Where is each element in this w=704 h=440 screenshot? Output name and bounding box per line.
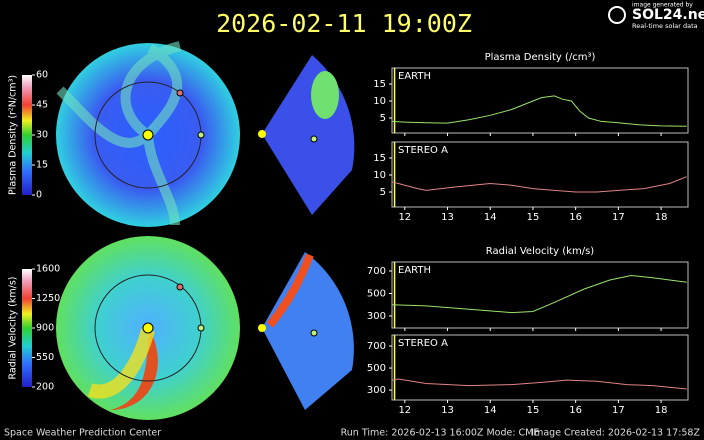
- colorbar-tick-label: 550: [36, 352, 54, 363]
- colorbar-tick-label: 1600: [36, 264, 60, 275]
- footer-middle: Run Time: 2026-02-13 16:00Z Mode: CME: [341, 428, 540, 439]
- footer-right: Image Created: 2026-02-13 17:58Z: [531, 428, 700, 439]
- colorbar-tick-label: 30: [36, 130, 48, 141]
- x-tick-label: 18: [655, 212, 668, 223]
- x-tick-label: 12: [398, 405, 411, 416]
- series-label: EARTH: [398, 265, 431, 276]
- x-tick-label: 13: [441, 405, 454, 416]
- colorbar-tick-label: 0: [36, 190, 42, 201]
- velocity-spiral: [87, 328, 155, 399]
- sun: [142, 129, 154, 141]
- colorbar-tick-label: 60: [36, 70, 48, 81]
- velocity-wedge: [262, 252, 354, 410]
- sun: [258, 324, 266, 332]
- x-tick-label: 17: [612, 212, 625, 223]
- y-tick-label: 5: [380, 113, 386, 124]
- x-tick-label: 14: [484, 212, 497, 223]
- colorbar-tick-label: 900: [36, 323, 54, 334]
- x-tick-label: 16: [569, 405, 582, 416]
- plot-frame: [391, 67, 689, 134]
- y-tick-label: 5: [380, 187, 386, 198]
- sun: [258, 130, 266, 138]
- y-tick-label: 15: [373, 153, 386, 164]
- series-label: STEREO A: [398, 145, 448, 156]
- logo-icon: [608, 6, 626, 24]
- x-tick-label: 15: [527, 405, 540, 416]
- chart-title: Plasma Density (/cm³): [485, 52, 596, 63]
- series-line: [391, 176, 687, 193]
- sun: [142, 322, 154, 334]
- x-tick-label: 15: [527, 212, 540, 223]
- y-tick-label: 10: [373, 96, 386, 107]
- colorbar-tick-label: 15: [36, 160, 48, 171]
- stereo-a: [176, 89, 184, 97]
- logo-sub: Real-time solar data: [632, 22, 698, 30]
- earth: [310, 135, 318, 143]
- timestamp: 2026-02-11 19:00Z: [216, 9, 472, 38]
- x-tick-label: 16: [569, 212, 582, 223]
- colorbar: [22, 75, 32, 195]
- colorbar-label: Plasma Density (r²N/cm³): [8, 75, 19, 195]
- x-tick-label: 14: [484, 405, 497, 416]
- y-tick-label: 500: [367, 288, 386, 299]
- series-label: STEREO A: [398, 338, 448, 349]
- plot-frame: [391, 261, 689, 329]
- y-tick-label: 15: [373, 79, 386, 90]
- logo-top: image generated by: [632, 2, 693, 9]
- x-tick-label: 18: [655, 405, 668, 416]
- y-tick-label: 700: [367, 266, 386, 277]
- y-tick-label: 300: [367, 311, 386, 322]
- density-spiral: [56, 41, 183, 226]
- earth: [197, 324, 205, 332]
- x-tick-label: 13: [441, 212, 454, 223]
- velocity-cme: [110, 330, 158, 410]
- x-tick-label: 17: [612, 405, 625, 416]
- y-tick-label: 300: [367, 385, 386, 396]
- stereo-a: [176, 283, 184, 291]
- earth: [197, 131, 205, 139]
- colorbar-tick-label: 200: [36, 382, 54, 393]
- series-line: [391, 378, 687, 390]
- colorbar: [22, 269, 32, 387]
- series-label: EARTH: [398, 71, 431, 82]
- chart-title: Radial Velocity (km/s): [486, 246, 594, 257]
- y-tick-label: 700: [367, 341, 386, 352]
- y-tick-label: 500: [367, 363, 386, 374]
- series-line: [391, 95, 687, 127]
- y-tick-label: 10: [373, 170, 386, 181]
- density-wedge: [262, 55, 355, 215]
- series-line: [391, 274, 687, 314]
- earth: [310, 329, 318, 337]
- footer-left: Space Weather Prediction Center: [4, 428, 161, 439]
- logo-name: SOL24.net: [632, 7, 704, 23]
- velocity-front: [266, 253, 314, 328]
- colorbar-tick-label: 1250: [36, 293, 60, 304]
- density-blob: [311, 71, 339, 119]
- plot-frame: [391, 141, 689, 208]
- plot-frame: [391, 334, 689, 401]
- colorbar-tick-label: 45: [36, 100, 48, 111]
- colorbar-label: Radial Velocity (km/s): [8, 277, 19, 380]
- x-tick-label: 12: [398, 212, 411, 223]
